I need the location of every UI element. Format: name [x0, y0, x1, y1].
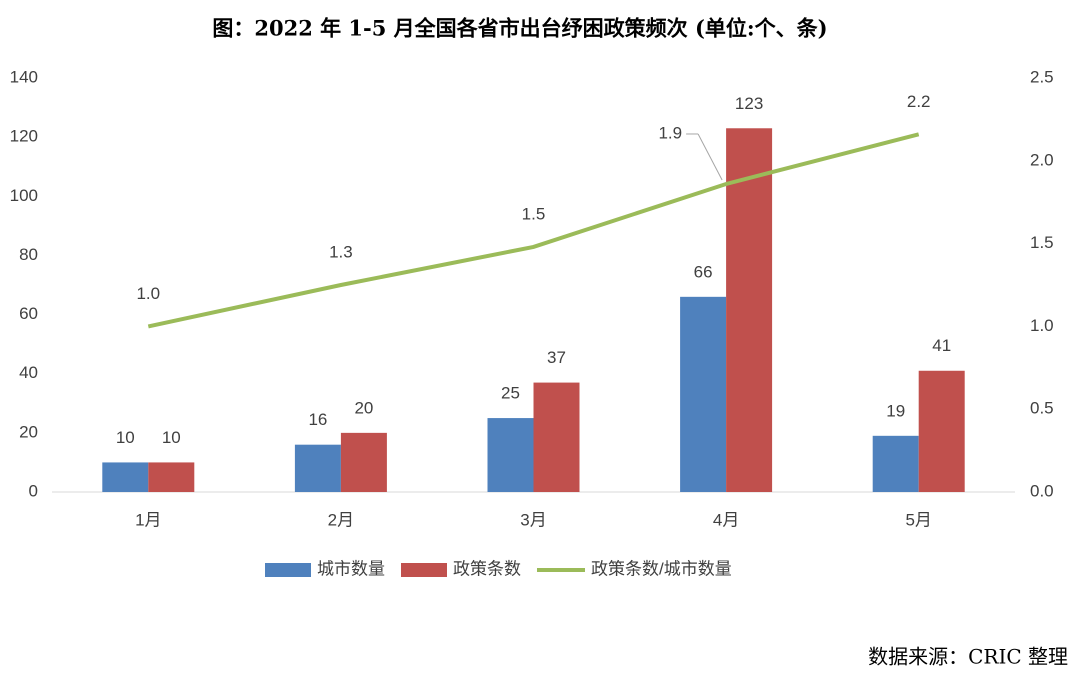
data-label: 1.5 [522, 204, 546, 223]
y2-tick-label: 2.0 [1030, 150, 1054, 169]
bar [726, 128, 773, 492]
y-tick-label: 100 [10, 186, 38, 205]
x-tick-label: 2月 [328, 510, 354, 529]
y2-tick-label: 2.5 [1030, 67, 1054, 86]
legend-label: 政策条数 [453, 559, 521, 578]
y2-tick-label: 1.5 [1030, 233, 1054, 252]
data-label: 123 [735, 94, 763, 113]
leader-line [697, 133, 723, 181]
y-tick-label: 40 [19, 363, 38, 382]
bar [148, 462, 195, 492]
x-tick-label: 3月 [520, 510, 546, 529]
data-label: 1.9 [658, 123, 682, 142]
y-tick-label: 0 [29, 481, 38, 500]
y-tick-label: 60 [19, 304, 38, 323]
bar [680, 296, 727, 492]
x-tick-label: 4月 [713, 510, 739, 529]
bar [294, 444, 341, 492]
data-label: 10 [162, 428, 181, 447]
data-label: 25 [501, 384, 520, 403]
x-tick-label: 1月 [135, 510, 161, 529]
source-note: 数据来源：CRIC 整理 [868, 645, 1068, 669]
data-label: 1.0 [136, 284, 160, 303]
bar [487, 418, 534, 492]
data-label: 41 [932, 336, 951, 355]
y2-tick-label: 0.5 [1030, 399, 1054, 418]
legend-swatch [401, 563, 447, 577]
y-tick-label: 80 [19, 245, 38, 264]
y2-tick-label: 1.0 [1030, 316, 1054, 335]
chart-title: 图：2022 年 1-5 月全国各省市出台纾困政策频次 (单位:个、条) [212, 16, 827, 41]
legend-label: 城市数量 [317, 559, 385, 578]
data-label: 66 [694, 262, 713, 281]
data-label: 10 [116, 428, 135, 447]
bar [872, 435, 919, 492]
legend-label: 政策条数/城市数量 [591, 559, 732, 578]
bar [533, 382, 580, 492]
y-tick-label: 140 [10, 67, 38, 86]
data-label: 19 [886, 401, 905, 420]
y-tick-label: 20 [19, 422, 38, 441]
data-label: 37 [547, 348, 566, 367]
data-label: 2.2 [907, 92, 931, 111]
bar [918, 370, 965, 492]
x-tick-label: 5月 [905, 510, 931, 529]
data-label: 1.3 [329, 242, 353, 261]
line [147, 132, 920, 329]
y-tick-label: 120 [10, 127, 38, 146]
data-label: 16 [308, 410, 327, 429]
y2-tick-label: 0.0 [1030, 481, 1054, 500]
legend-swatch [265, 563, 311, 577]
data-label: 20 [354, 398, 373, 417]
bar [102, 462, 149, 492]
bar [340, 432, 387, 492]
